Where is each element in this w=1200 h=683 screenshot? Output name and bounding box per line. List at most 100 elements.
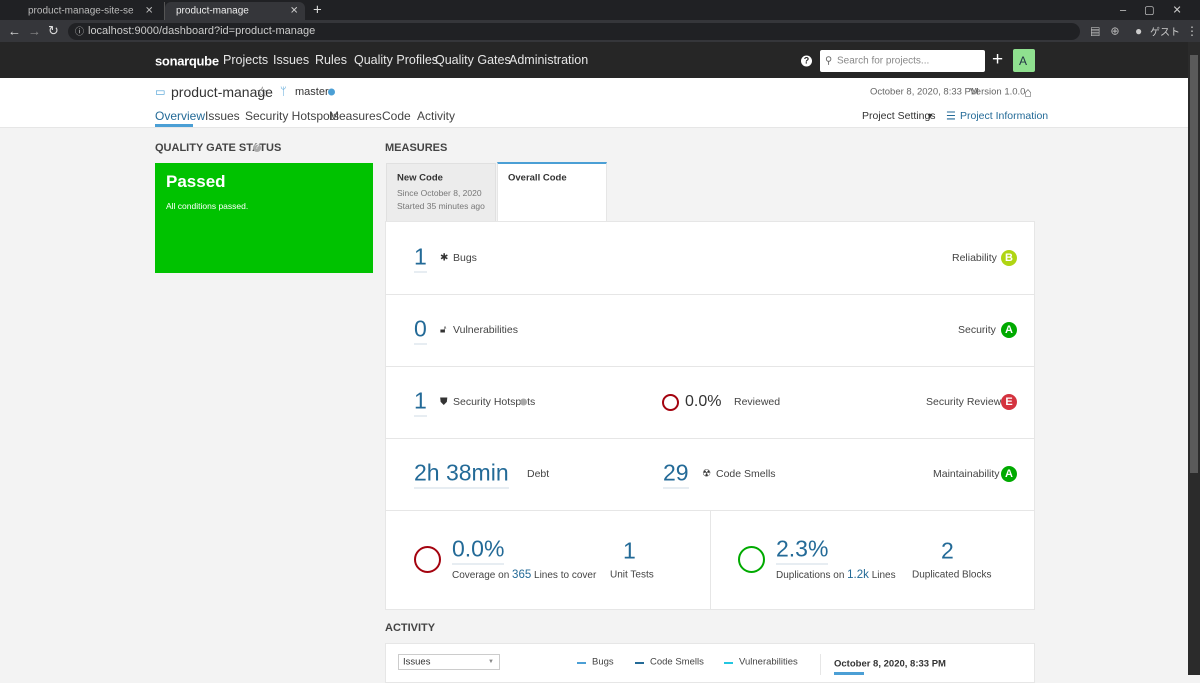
coverage-percent[interactable]: 0.0%	[452, 536, 505, 565]
nav-link[interactable]: Rules	[315, 53, 347, 67]
divider	[386, 510, 1034, 511]
legend-label: Code Smells	[650, 656, 704, 668]
search-placeholder[interactable]: Search for projects...	[837, 55, 930, 67]
project-tab[interactable]: Code	[382, 109, 411, 123]
nav-link[interactable]: Quality Gates	[435, 53, 511, 67]
metric-label: Unit Tests	[610, 569, 654, 581]
create-button[interactable]: +	[992, 49, 1004, 70]
window-controls[interactable]: –▢✕	[1120, 4, 1200, 17]
code-smells-count[interactable]: 29	[663, 460, 689, 489]
help-icon[interactable]: ?	[801, 55, 812, 67]
project-settings[interactable]: Project Settings	[862, 110, 936, 122]
project-tab[interactable]: Measures	[329, 109, 382, 123]
reviewed-percent[interactable]: 0.0%	[685, 393, 722, 410]
help-icon[interactable]: ?	[253, 144, 261, 152]
avatar[interactable]	[1013, 49, 1035, 72]
rating-badge[interactable]: B	[1001, 250, 1017, 266]
rating-label: Security Review	[926, 396, 1002, 408]
duplicated-blocks-count[interactable]: 2	[941, 537, 954, 564]
vulnerabilities-count[interactable]: 0	[414, 316, 427, 345]
browser-tab-active[interactable]	[165, 2, 305, 20]
metric-label: Vulnerabilities	[453, 324, 518, 336]
section-heading: ACTIVITY	[385, 622, 436, 634]
duplications-percent[interactable]: 2.3%	[776, 536, 829, 565]
project-tab[interactable]: Issues	[205, 109, 240, 123]
extension-icons[interactable]: ▤⊕	[1090, 25, 1130, 38]
reviewed-donut	[662, 394, 679, 411]
overall-code-tab[interactable]	[497, 162, 607, 222]
duplications-donut	[738, 546, 765, 573]
tab-close[interactable]: ✕	[145, 5, 154, 17]
bugs-count[interactable]: 1	[414, 244, 427, 273]
project-icon: ▭	[155, 86, 166, 99]
info-list-icon[interactable]: ☰	[946, 110, 956, 123]
new-tab[interactable]: +	[313, 1, 322, 19]
hotspots-count[interactable]: 1	[414, 388, 427, 417]
tab-title[interactable]: product-manage-site-service-for	[28, 5, 134, 17]
nav-link[interactable]: Quality Profiles	[354, 53, 439, 67]
activity-date: October 8, 2020, 8:33 PM	[834, 658, 946, 670]
smell-icon: ☢	[702, 468, 711, 480]
project-name[interactable]: product-manage	[171, 84, 273, 100]
rating-badge[interactable]: A	[1001, 466, 1017, 482]
reload-button[interactable]: ↻	[48, 23, 59, 38]
coverage-donut	[414, 546, 441, 573]
nav-link[interactable]: Projects	[223, 53, 269, 67]
graph-select-value[interactable]: Issues	[403, 656, 431, 668]
scrollbar-thumb[interactable]	[1190, 55, 1198, 473]
legend-swatch	[724, 662, 733, 664]
menu-button[interactable]: ⋮	[1186, 24, 1198, 38]
profile-icon[interactable]: ●	[1135, 24, 1143, 38]
nav-link[interactable]: Issues	[273, 53, 310, 67]
url-text[interactable]: localhost:9000/dashboard?id=product-mana…	[88, 25, 316, 37]
project-tab-active[interactable]: Overview	[155, 109, 206, 123]
divider	[386, 366, 1034, 367]
browser-tab[interactable]	[8, 2, 165, 20]
section-heading: QUALITY GATE STATUS	[155, 142, 282, 154]
coverage-caption: Coverage on 365 Lines to cover	[452, 569, 596, 581]
lines-link[interactable]: 365	[512, 569, 532, 581]
rating-badge[interactable]: E	[1001, 394, 1017, 410]
select-caret[interactable]: ▼	[488, 659, 494, 665]
branch-icon: ᛘ	[280, 86, 287, 98]
help-icon[interactable]	[520, 398, 527, 406]
metric-label: Code Smells	[716, 468, 776, 480]
unit-tests-count[interactable]: 1	[623, 537, 636, 564]
divider	[386, 438, 1034, 439]
avatar-letter[interactable]: A	[1019, 54, 1028, 68]
metric-label: Bugs	[453, 252, 477, 264]
rating-badge[interactable]: A	[1001, 322, 1017, 338]
legend-label: Vulnerabilities	[739, 656, 798, 668]
profile-name[interactable]: ゲスト	[1150, 27, 1180, 39]
forward-button[interactable]: →	[28, 23, 41, 39]
home-icon[interactable]: ⌂	[1024, 84, 1032, 100]
graph-select[interactable]	[398, 654, 500, 670]
dropdown-caret[interactable]: ▼	[926, 111, 934, 121]
tab-close[interactable]: ✕	[290, 5, 299, 17]
nav-link[interactable]: Administration	[509, 53, 589, 67]
back-button[interactable]: ←	[8, 23, 21, 39]
new-code-tab[interactable]	[386, 163, 496, 221]
shield-icon: ⛊	[440, 396, 448, 408]
search-box[interactable]	[820, 50, 985, 72]
project-tab[interactable]: Security Hotspots	[245, 109, 340, 123]
url-field[interactable]	[68, 23, 1080, 40]
legend-swatch	[577, 662, 586, 664]
tab-title[interactable]: New Code	[397, 172, 443, 184]
debt-value[interactable]: 2h 38min	[414, 460, 509, 489]
info-icon[interactable]: ⓘ	[75, 26, 85, 37]
project-information[interactable]: Project Information	[960, 110, 1049, 122]
project-tab[interactable]: Activity	[417, 109, 456, 123]
tab-title[interactable]: product-manage	[176, 5, 249, 17]
analysis-date: October 8, 2020, 8:33 PM	[870, 86, 979, 98]
active-tab-underline	[155, 124, 193, 127]
branch-name[interactable]: master	[295, 86, 329, 98]
branch-info-icon[interactable]	[328, 88, 335, 96]
favorite-star[interactable]: ☆	[256, 83, 269, 100]
logo[interactable]: sonarqube	[155, 53, 219, 69]
tab-title[interactable]: Overall Code	[508, 172, 567, 184]
lines-link[interactable]: 1.2k	[847, 569, 869, 581]
quality-gate-box	[155, 163, 373, 273]
